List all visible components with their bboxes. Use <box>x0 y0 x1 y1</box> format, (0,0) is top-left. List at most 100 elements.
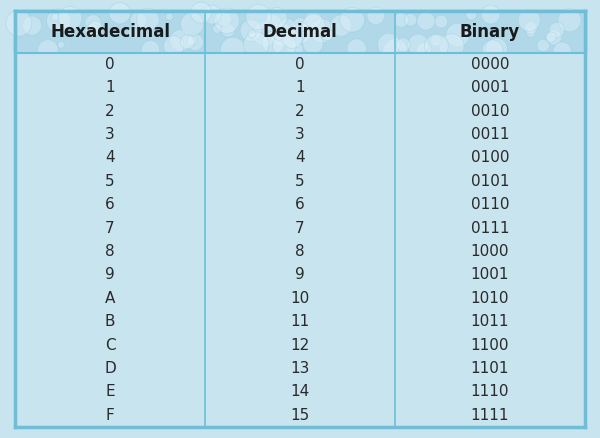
Text: 1001: 1001 <box>471 268 509 283</box>
Bar <box>9 53 591 431</box>
Point <box>190 39 200 46</box>
Text: 8: 8 <box>295 244 305 259</box>
Point <box>296 30 305 37</box>
Text: 0111: 0111 <box>471 221 509 236</box>
Point <box>347 16 357 23</box>
Point <box>308 16 318 23</box>
Point <box>247 31 257 38</box>
Text: F: F <box>106 408 115 423</box>
Point <box>43 46 53 53</box>
Point <box>384 41 394 48</box>
Point <box>546 34 556 41</box>
Point <box>54 18 64 25</box>
Text: 6: 6 <box>105 197 115 212</box>
Text: 9: 9 <box>105 268 115 283</box>
Point <box>391 47 400 54</box>
Text: 15: 15 <box>290 408 310 423</box>
Text: 0100: 0100 <box>471 150 509 166</box>
Point <box>308 40 318 47</box>
Text: 13: 13 <box>290 361 310 376</box>
Point <box>283 24 292 31</box>
Text: 1000: 1000 <box>471 244 509 259</box>
Point <box>87 27 97 34</box>
Point <box>88 19 98 26</box>
Point <box>228 46 238 53</box>
Text: 0010: 0010 <box>471 103 509 119</box>
Point <box>196 9 206 16</box>
Point <box>557 47 567 54</box>
Text: E: E <box>105 385 115 399</box>
Point <box>27 22 37 29</box>
Point <box>222 17 232 24</box>
Point <box>220 15 229 22</box>
Point <box>115 10 125 17</box>
Text: Hexadecimal: Hexadecimal <box>50 23 170 41</box>
Text: 1110: 1110 <box>471 385 509 399</box>
Point <box>287 35 297 42</box>
Text: 0101: 0101 <box>471 174 509 189</box>
Text: 1011: 1011 <box>471 314 509 329</box>
Text: 0: 0 <box>105 57 115 72</box>
Text: 1: 1 <box>105 80 115 95</box>
Point <box>295 21 305 28</box>
Point <box>290 46 299 53</box>
Text: 1010: 1010 <box>471 291 509 306</box>
Text: B: B <box>105 314 115 329</box>
Point <box>143 16 152 23</box>
Text: 1101: 1101 <box>471 361 509 376</box>
Point <box>526 29 536 36</box>
Point <box>549 34 559 41</box>
Text: 0000: 0000 <box>471 57 509 72</box>
Point <box>488 47 497 54</box>
Text: 0011: 0011 <box>471 127 509 142</box>
Point <box>254 14 263 21</box>
Text: 11: 11 <box>290 314 310 329</box>
Text: 0110: 0110 <box>471 197 509 212</box>
Text: 14: 14 <box>290 385 310 399</box>
Text: 1: 1 <box>295 80 305 95</box>
Point <box>436 18 446 25</box>
Point <box>467 11 476 18</box>
Text: 1111: 1111 <box>471 408 509 423</box>
Text: A: A <box>105 291 115 306</box>
Point <box>396 17 406 24</box>
Point <box>371 12 380 19</box>
Point <box>268 20 278 27</box>
Point <box>207 11 217 18</box>
Text: 1100: 1100 <box>471 338 509 353</box>
Point <box>526 25 536 32</box>
Text: 7: 7 <box>105 221 115 236</box>
Text: 0: 0 <box>295 57 305 72</box>
Point <box>269 39 278 46</box>
Text: 10: 10 <box>290 291 310 306</box>
Text: Binary: Binary <box>460 23 520 41</box>
Point <box>129 30 139 37</box>
Point <box>182 38 192 45</box>
Point <box>352 45 362 52</box>
Point <box>565 17 574 24</box>
Text: D: D <box>104 361 116 376</box>
Text: 5: 5 <box>295 174 305 189</box>
Point <box>251 41 261 48</box>
Point <box>336 22 346 29</box>
Point <box>260 30 270 37</box>
Point <box>14 20 23 27</box>
Text: C: C <box>104 338 115 353</box>
Point <box>164 13 174 20</box>
Point <box>146 46 155 53</box>
Text: 8: 8 <box>105 244 115 259</box>
Point <box>56 41 66 48</box>
Point <box>413 41 423 48</box>
Point <box>134 17 143 24</box>
Point <box>280 42 289 49</box>
Text: 2: 2 <box>105 103 115 119</box>
Point <box>538 42 548 49</box>
Text: Decimal: Decimal <box>263 23 337 41</box>
Point <box>419 46 428 53</box>
Bar <box>15 11 585 53</box>
Text: 7: 7 <box>295 221 305 236</box>
Point <box>187 37 197 44</box>
Point <box>421 18 431 25</box>
Text: 12: 12 <box>290 338 310 353</box>
Text: 3: 3 <box>295 127 305 142</box>
